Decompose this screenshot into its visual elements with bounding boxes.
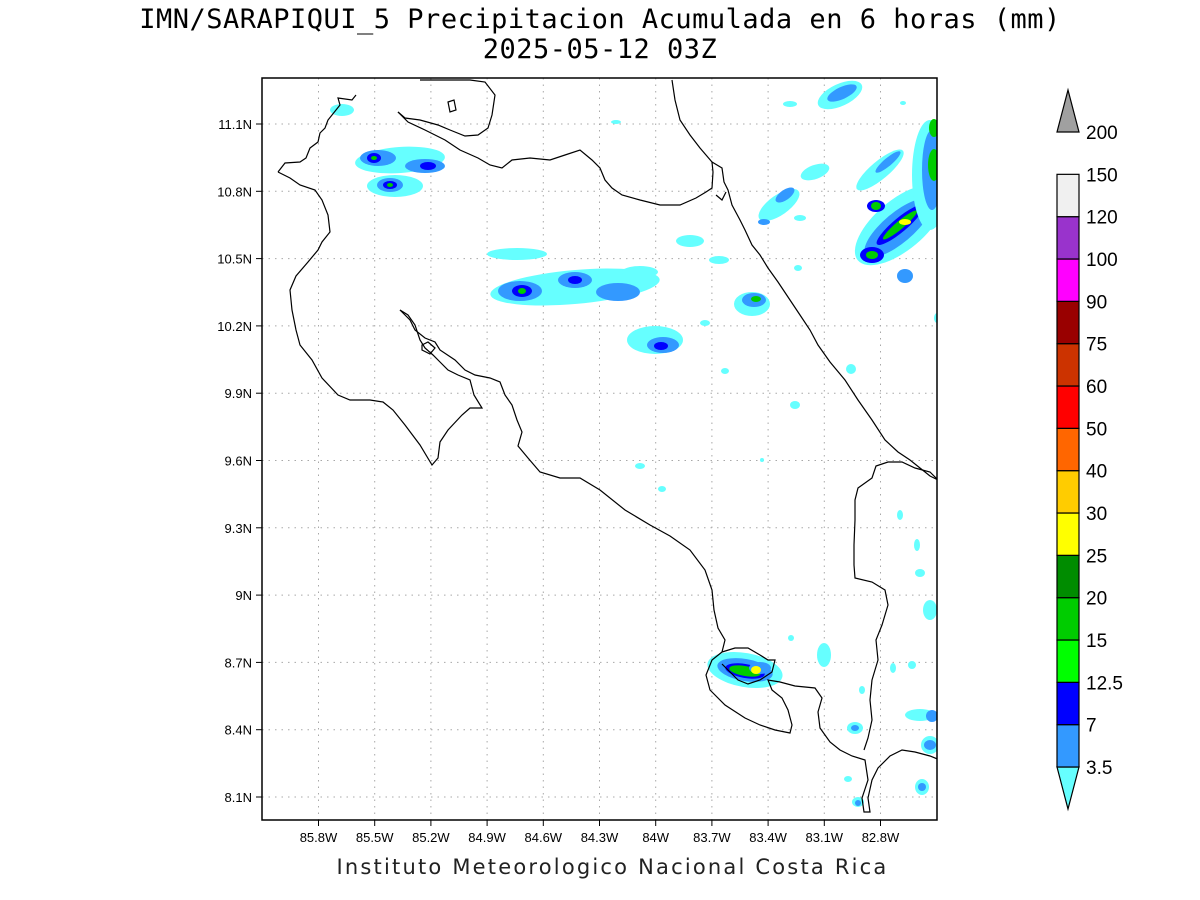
precip-cell [487,235,729,374]
tick-label-lon: 85.5W [356,830,394,845]
colorbar-swatch [1056,216,1080,260]
colorbar-swatch [1056,681,1080,726]
colorbar-swatch [1056,766,1080,812]
tick-label-lat: 10.5N [217,252,252,267]
colorbar-label: 100 [1086,250,1118,271]
tick-label-lon: 82.8W [862,830,900,845]
colorbar-swatch [1056,512,1080,556]
precip-cell [734,80,937,409]
map-title: IMN/SARAPIQUI_5 Precipitacion Acumulada … [139,4,1061,35]
tick-label-lon: 85.8W [300,830,338,845]
precip-cell [707,652,783,688]
tick-label-lat: 9.3N [225,521,252,536]
colorbar-label: 12.5 [1086,673,1123,694]
tick-label-lat: 9N [235,588,252,603]
colorbar-swatch [1056,385,1080,429]
colorbar-swatch [1056,258,1080,302]
colorbar-swatch [1056,300,1080,345]
tick-label-lat: 10.8N [217,184,252,199]
colorbar-label: 150 [1086,165,1118,186]
colorbar-label: 200 [1086,123,1118,144]
tick-label-lat: 11.1N [218,117,252,132]
colorbar-label: 25 [1086,546,1107,567]
tick-label-lon: 83.4W [749,830,787,845]
colorbar-label: 15 [1086,631,1107,652]
tick-label-lon: 84.6W [525,830,563,845]
map-subtitle-date: 2025-05-12 03Z [482,34,718,65]
tick-label-lon: 84.9W [468,830,506,845]
colorbar-label: 60 [1086,377,1107,398]
footer-credit: Instituto Meteorologico Nacional Costa R… [336,855,889,879]
coastlines [277,79,937,813]
colorbar-label: 30 [1086,504,1107,525]
colorbar-label: 120 [1086,208,1118,229]
tick-label-lat: 9.9N [225,386,252,401]
colorbar-label: 7 [1086,716,1097,737]
precipitation-field [330,80,937,807]
axis-ticks: 85.8W 85.5W 85.2W 84.9W 84.6W 84.3W 84W 83.7W 83… [217,117,900,845]
tick-label-lon: 83.1W [806,830,844,845]
colorbar-swatch [1056,470,1080,514]
tick-label-lat: 8.1N [225,790,252,805]
colorbar-swatch [1056,173,1080,218]
colorbar-label: 75 [1086,335,1107,356]
tick-label-lon: 85.2W [412,830,450,845]
colorbar-swatch [1056,639,1080,683]
tick-label-lat: 8.7N [225,655,252,670]
graticule [262,78,937,820]
colorbar-label: 50 [1086,419,1107,440]
colorbar-label: 90 [1086,292,1107,313]
colorbar-label: 20 [1086,589,1107,610]
precip-cell [611,120,937,807]
tick-label-lon: 83.7W [693,830,731,845]
tick-label-lat: 8.4N [225,723,252,738]
tick-label-lat: 10.2N [217,319,252,334]
tick-label-lat: 9.6N [225,454,252,469]
precip-cell [330,104,445,197]
colorbar-swatch [1056,343,1080,387]
colorbar-label: 40 [1086,462,1107,483]
colorbar-swatch [1056,554,1080,599]
colorbar-label: 3.5 [1086,758,1112,779]
tick-label-lon: 84.3W [581,830,619,845]
tick-label-lon: 84W [642,830,669,845]
colorbar-swatch [1056,87,1080,133]
colorbar-swatch [1056,427,1080,472]
colorbar-swatch [1056,724,1080,768]
colorbar-legend: 3.5 7 12.5 15 20 25 30 40 50 60 75 90 100 120 150 200 [1056,87,1123,812]
colorbar-swatch [1056,597,1080,641]
